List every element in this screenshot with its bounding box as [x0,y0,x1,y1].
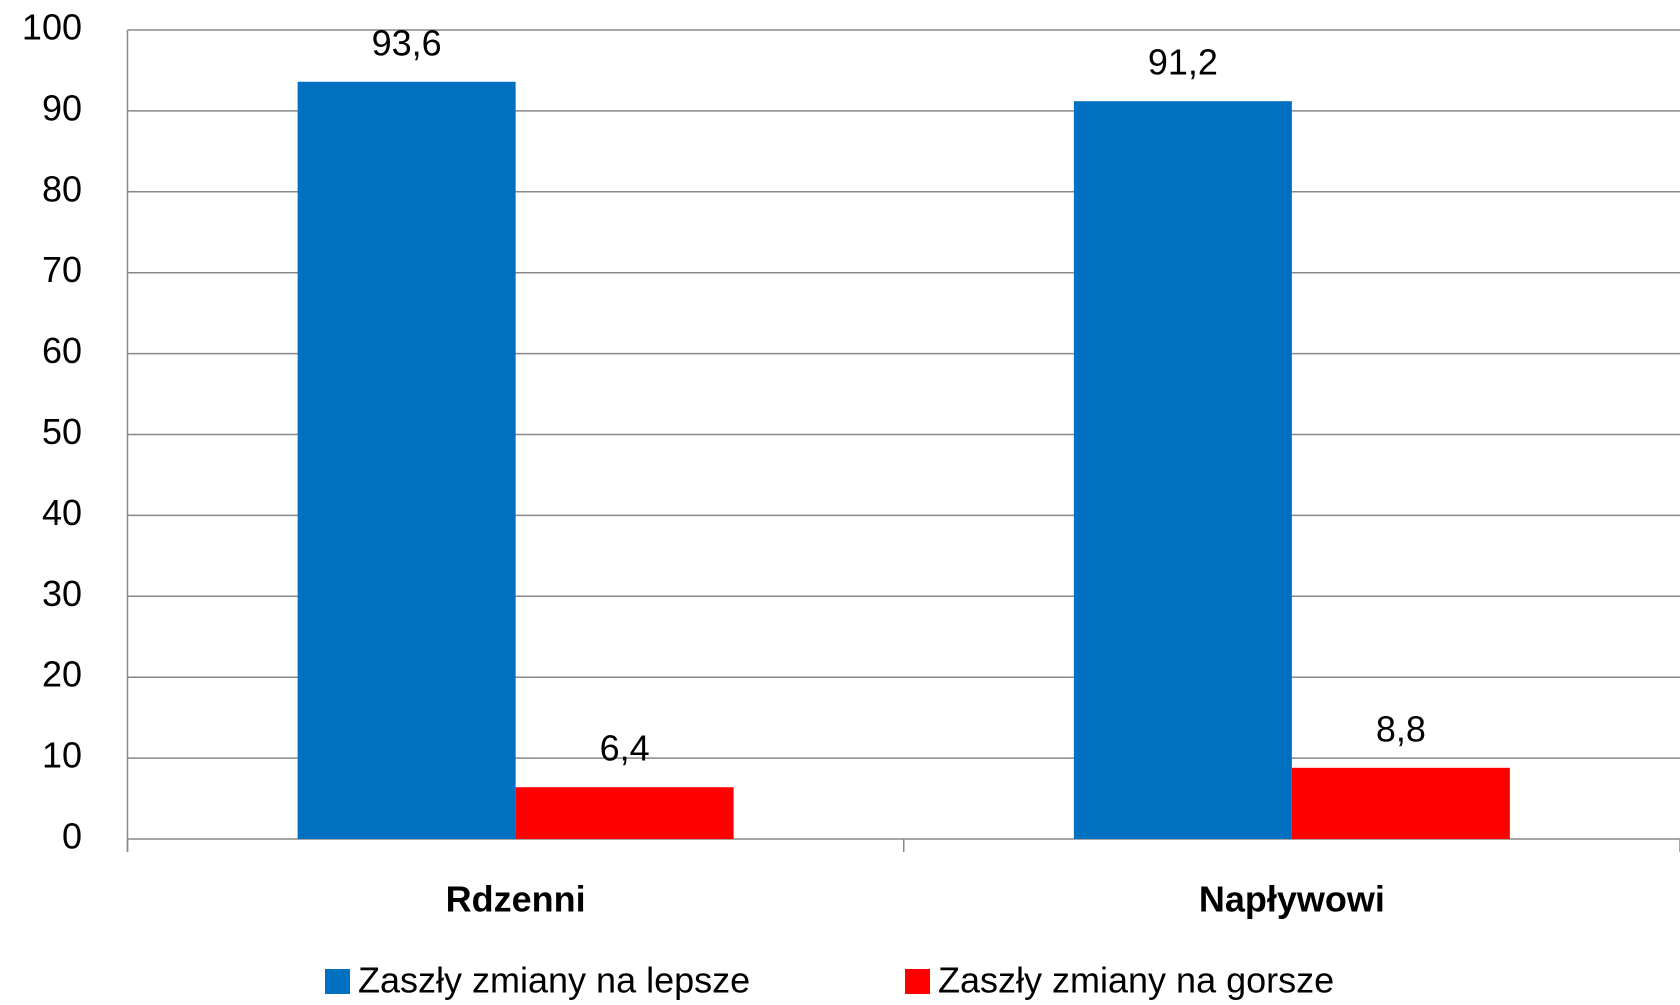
bar [1073,101,1292,839]
y-tick-label: 50 [42,411,82,452]
y-tick-label: 100 [22,7,82,48]
legend-label: Zaszły zmiany na lepsze [358,960,750,1001]
value-label: 8,8 [1376,708,1426,749]
y-tick-label: 10 [42,735,82,776]
y-tick-label: 20 [42,654,82,695]
y-tick-label: 60 [42,330,82,371]
x-tick-label: Rdzenni [446,879,586,920]
y-tick-label: 70 [42,249,82,290]
y-tick-label: 80 [42,168,82,209]
value-label: 93,6 [372,22,442,63]
bar [515,787,734,839]
bar [1291,767,1510,839]
x-tick-label: Napływowi [1199,879,1385,920]
y-tick-label: 90 [42,87,82,128]
legend-label: Zaszły zmiany na gorsze [938,960,1334,1001]
legend-swatch [325,969,350,994]
value-label: 91,2 [1148,42,1218,83]
value-label: 6,4 [600,728,650,769]
y-tick-label: 30 [42,573,82,614]
y-tick-label: 40 [42,492,82,533]
legend-swatch [905,969,930,994]
y-tick-label: 0 [62,816,82,857]
bar [297,81,516,839]
